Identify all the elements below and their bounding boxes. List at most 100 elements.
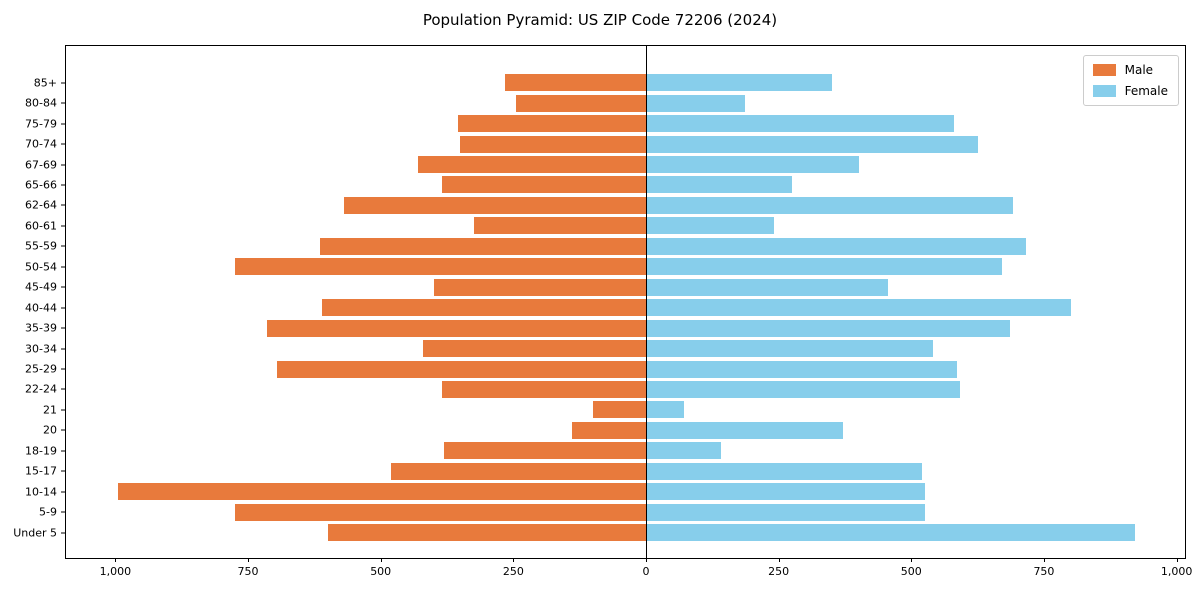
male-color-swatch xyxy=(1092,64,1116,76)
ytick-label-age-group: 15-17 xyxy=(25,464,57,478)
female-bar xyxy=(646,135,979,153)
female-bar xyxy=(646,115,955,133)
male-bar xyxy=(343,196,646,214)
ytick-label-age-group: 75-79 xyxy=(25,117,57,131)
male-bar xyxy=(473,217,646,235)
legend-entry-female: Female xyxy=(1092,84,1168,98)
ytick-mark xyxy=(61,245,65,247)
ytick-label-age-group: 55-59 xyxy=(25,239,57,253)
male-bar xyxy=(592,401,646,419)
female-bar xyxy=(646,340,934,358)
male-bar xyxy=(444,442,646,460)
female-bar xyxy=(646,217,774,235)
ytick-label-age-group: 45-49 xyxy=(25,280,57,294)
ytick-label-age-group: 5-9 xyxy=(39,505,57,519)
xtick-label: 250 xyxy=(502,565,524,578)
male-bar xyxy=(433,278,646,296)
legend-entry-male: Male xyxy=(1092,63,1168,77)
ytick-mark xyxy=(61,266,65,268)
ytick-label-age-group: 18-19 xyxy=(25,444,57,458)
male-bar xyxy=(277,360,646,378)
xtick-mark xyxy=(778,558,780,562)
xtick-label: 1,000 xyxy=(1160,565,1193,578)
female-bar xyxy=(646,156,859,173)
ytick-mark xyxy=(61,348,65,350)
female-bar xyxy=(646,503,926,521)
ytick-label-age-group: 30-34 xyxy=(25,342,57,356)
ytick-mark xyxy=(61,368,65,370)
female-color-swatch xyxy=(1092,85,1116,97)
female-bar xyxy=(646,94,745,112)
ytick-mark xyxy=(61,184,65,186)
ytick-label-age-group: 21 xyxy=(43,403,57,417)
ytick-label-age-group: 67-69 xyxy=(25,158,57,171)
female-bar xyxy=(646,360,957,378)
legend-label-male: Male xyxy=(1124,63,1154,77)
ytick-label-age-group: 25-29 xyxy=(25,362,57,376)
female-bar xyxy=(646,462,923,480)
ytick-label-age-group: 62-64 xyxy=(25,198,57,212)
male-bar xyxy=(516,94,646,112)
ytick-mark xyxy=(61,470,65,472)
ytick-mark xyxy=(61,532,65,534)
female-bar xyxy=(646,319,1010,337)
zero-axis-line xyxy=(645,46,647,558)
male-bar xyxy=(441,380,646,398)
ytick-mark xyxy=(61,327,65,329)
female-bar xyxy=(646,401,684,419)
xtick-label: 1,000 xyxy=(99,565,132,578)
xtick-label: 750 xyxy=(1033,565,1055,578)
ytick-label-age-group: 50-54 xyxy=(25,260,57,274)
ytick-mark xyxy=(61,511,65,513)
female-bar xyxy=(646,442,721,460)
ytick-label-age-group: 85+ xyxy=(33,76,57,90)
female-bar xyxy=(646,74,833,92)
ytick-label-age-group: 80-84 xyxy=(25,96,57,110)
xtick-mark xyxy=(513,558,515,562)
female-bar xyxy=(646,421,843,439)
ytick-mark xyxy=(61,102,65,104)
male-bar xyxy=(266,319,646,337)
ytick-mark xyxy=(61,82,65,84)
male-bar xyxy=(319,237,646,255)
ytick-mark xyxy=(61,123,65,125)
xtick-label: 250 xyxy=(768,565,790,578)
ytick-label-age-group: 60-61 xyxy=(25,219,57,233)
ytick-mark xyxy=(61,388,65,390)
ytick-mark xyxy=(61,225,65,227)
xtick-mark xyxy=(1043,558,1045,562)
xtick-mark xyxy=(646,558,647,562)
ytick-label-age-group: 35-39 xyxy=(25,321,57,335)
female-bar xyxy=(646,278,888,296)
male-bar xyxy=(327,524,646,542)
female-bar xyxy=(646,483,926,501)
xtick-mark xyxy=(248,558,250,562)
xtick-mark xyxy=(1176,558,1178,562)
ytick-label-age-group: 10-14 xyxy=(25,485,57,499)
legend-label-female: Female xyxy=(1124,84,1168,98)
male-bar xyxy=(118,483,646,501)
male-bar xyxy=(457,115,646,133)
ytick-label-age-group: 70-74 xyxy=(25,137,57,151)
ytick-mark xyxy=(61,286,65,288)
ytick-mark xyxy=(61,143,65,145)
xtick-mark xyxy=(911,558,913,562)
ytick-mark xyxy=(61,307,65,309)
male-bar xyxy=(234,503,646,521)
xtick-label: 500 xyxy=(900,565,922,578)
ytick-mark xyxy=(61,409,65,411)
male-bar xyxy=(322,299,646,317)
female-bar xyxy=(646,196,1013,214)
xtick-label: 750 xyxy=(237,565,259,578)
ytick-mark xyxy=(61,450,65,452)
female-bar xyxy=(646,380,960,398)
ytick-mark xyxy=(61,204,65,206)
female-bar xyxy=(646,237,1026,255)
male-bar xyxy=(417,156,646,173)
female-bar xyxy=(646,299,1071,317)
ytick-mark xyxy=(61,491,65,493)
male-bar xyxy=(571,421,646,439)
ytick-label-age-group: 40-44 xyxy=(25,301,57,315)
ytick-mark xyxy=(61,164,65,165)
